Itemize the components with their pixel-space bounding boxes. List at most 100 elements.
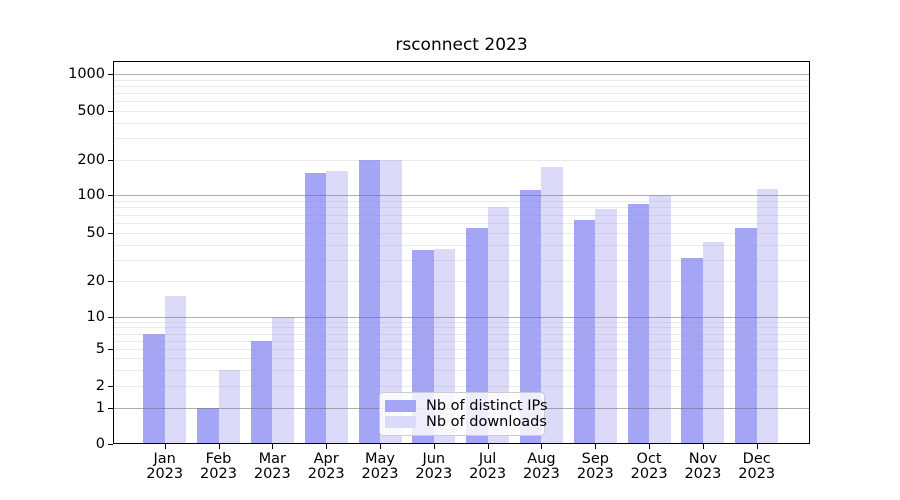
x-tick-label-year: 2023 (253, 466, 291, 482)
bars-layer (113, 61, 810, 444)
bar-distinct-ips-sep (573, 220, 596, 444)
bar-downloads-dec (756, 188, 779, 444)
x-tick-mark (326, 444, 328, 449)
bar-distinct-ips-feb (197, 408, 219, 444)
bar-distinct-ips-may (358, 160, 380, 444)
y-tick-mark (108, 386, 113, 387)
y-tick-label: 500 (77, 103, 105, 119)
y-tick-mark (108, 74, 113, 75)
x-tick-label-month: Dec (742, 451, 771, 467)
minor-gridline (113, 160, 810, 161)
x-tick-mark (649, 444, 651, 449)
bar-downloads-nov (702, 242, 725, 444)
minor-gridline (113, 207, 810, 209)
y-tick-mark (108, 444, 113, 445)
minor-gridline (113, 333, 810, 335)
x-tick-label-year: 2023 (522, 466, 560, 482)
y-tick-mark (108, 195, 113, 196)
y-tick-label: 2 (95, 378, 105, 394)
minor-gridline (113, 259, 810, 261)
legend-swatch (385, 400, 416, 412)
x-tick-label-month: Jun (422, 451, 446, 467)
bar-downloads-oct (649, 194, 671, 444)
minor-gridline (113, 340, 810, 342)
legend-item-label: Nb of downloads (426, 414, 547, 430)
x-tick-mark (487, 444, 489, 449)
minor-gridline (113, 244, 810, 246)
x-tick-mark (218, 444, 220, 449)
minor-gridline (113, 85, 810, 87)
legend-swatch (385, 416, 416, 428)
x-tick-label-year: 2023 (684, 466, 722, 482)
x-tick-mark (164, 444, 166, 449)
x-tick-label-month: Mar (258, 451, 286, 467)
minor-gridline (113, 214, 810, 216)
x-tick-mark (756, 444, 758, 449)
y-tick-mark (108, 281, 113, 282)
x-tick-label-year: 2023 (361, 466, 399, 482)
bar-downloads-apr (326, 171, 348, 444)
minor-gridline (113, 327, 810, 329)
minor-gridline (113, 122, 810, 124)
x-tick-label-year: 2023 (415, 466, 453, 482)
bar-distinct-ips-jul (466, 227, 488, 444)
y-tick-mark (108, 160, 113, 161)
bar-distinct-ips-mar (250, 340, 273, 444)
y-tick-label: 1000 (68, 66, 105, 82)
minor-gridline (113, 223, 810, 224)
minor-gridline (113, 233, 810, 234)
x-tick-label-year: 2023 (146, 466, 184, 482)
y-tick-label: 10 (86, 309, 105, 325)
x-tick-label-month: Jan (153, 451, 176, 467)
x-tick-label-year: 2023 (200, 466, 237, 482)
minor-gridline (113, 101, 810, 103)
x-tick-mark (541, 444, 543, 449)
x-tick-label-month: Aug (527, 451, 556, 467)
x-tick-label-year: 2023 (469, 466, 507, 482)
legend-item: Nb of downloads (385, 414, 547, 430)
bar-downloads-jan (164, 295, 187, 444)
major-gridline (113, 74, 810, 75)
minor-gridline (113, 79, 810, 81)
minor-gridline (113, 386, 810, 387)
y-tick-mark (108, 111, 113, 112)
bar-distinct-ips-oct (627, 203, 650, 444)
y-tick-label: 100 (77, 187, 105, 203)
bar-distinct-ips-jan (143, 333, 165, 444)
legend-item-label: Nb of distinct IPs (426, 398, 548, 414)
major-gridline (113, 195, 810, 196)
y-tick-mark (108, 317, 113, 318)
bar-downloads-jul (487, 207, 510, 444)
minor-gridline (113, 281, 810, 282)
grid-layer (113, 61, 810, 444)
bar-downloads-feb (218, 369, 240, 444)
x-tick-label-year: 2023 (630, 466, 668, 482)
bar-downloads-sep (595, 208, 617, 444)
minor-gridline (113, 349, 810, 350)
x-tick-mark (380, 444, 381, 449)
x-tick-label-month: May (365, 451, 395, 467)
minor-gridline (113, 138, 810, 140)
y-tick-mark (108, 233, 113, 234)
minor-gridline (113, 93, 810, 94)
minor-gridline (113, 369, 810, 371)
x-tick-label-year: 2023 (576, 466, 614, 482)
x-tick-label-month: Jul (478, 451, 497, 467)
x-tick-mark (272, 444, 274, 449)
x-tick-label-month: Sep (581, 451, 609, 467)
y-tick-label: 20 (86, 273, 105, 289)
legend: Nb of distinct IPs Nb of downloads (379, 392, 548, 436)
bar-downloads-may (380, 160, 402, 444)
x-tick-mark (433, 444, 435, 449)
bar-distinct-ips-dec (735, 227, 757, 444)
minor-gridline (113, 321, 810, 323)
y-tick-label: 200 (77, 152, 105, 168)
x-tick-label-year: 2023 (307, 466, 345, 482)
chart-title: rsconnect 2023 (395, 35, 528, 55)
x-tick-label-month: Apr (313, 451, 339, 467)
y-tick-label: 0 (95, 436, 105, 452)
y-tick-label: 1 (95, 400, 105, 416)
bar-distinct-ips-apr (304, 172, 327, 444)
legend-item: Nb of distinct IPs (385, 398, 548, 414)
bar-distinct-ips-nov (681, 258, 703, 444)
